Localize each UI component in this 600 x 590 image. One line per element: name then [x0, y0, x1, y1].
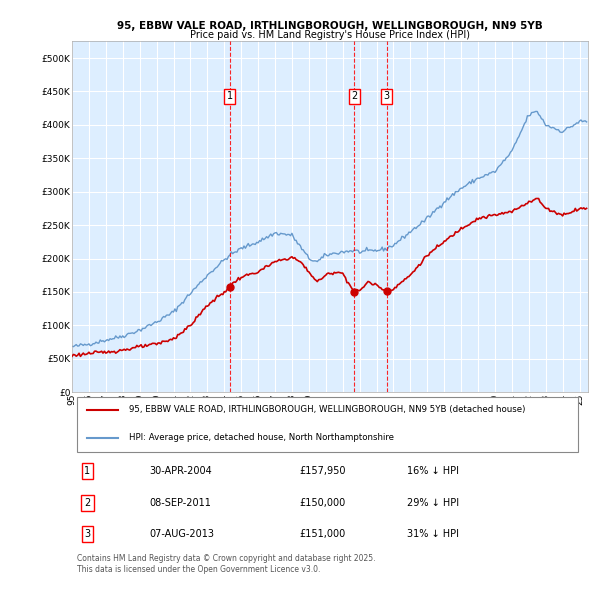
Text: 29% ↓ HPI: 29% ↓ HPI [407, 498, 460, 508]
Text: 1: 1 [85, 466, 91, 476]
Text: 2: 2 [85, 498, 91, 508]
Text: 30-APR-2004: 30-APR-2004 [149, 466, 212, 476]
Text: 16% ↓ HPI: 16% ↓ HPI [407, 466, 460, 476]
Text: £151,000: £151,000 [299, 529, 345, 539]
Text: 3: 3 [383, 91, 390, 101]
Text: £157,950: £157,950 [299, 466, 346, 476]
Text: 1: 1 [227, 91, 233, 101]
Text: 2: 2 [351, 91, 358, 101]
Text: £150,000: £150,000 [299, 498, 345, 508]
Text: HPI: Average price, detached house, North Northamptonshire: HPI: Average price, detached house, Nort… [129, 433, 394, 442]
Text: 31% ↓ HPI: 31% ↓ HPI [407, 529, 460, 539]
Text: 95, EBBW VALE ROAD, IRTHLINGBOROUGH, WELLINGBOROUGH, NN9 5YB: 95, EBBW VALE ROAD, IRTHLINGBOROUGH, WEL… [117, 21, 543, 31]
Text: Contains HM Land Registry data © Crown copyright and database right 2025.
This d: Contains HM Land Registry data © Crown c… [77, 555, 376, 573]
Text: 08-SEP-2011: 08-SEP-2011 [149, 498, 211, 508]
FancyBboxPatch shape [77, 396, 578, 452]
Text: 95, EBBW VALE ROAD, IRTHLINGBOROUGH, WELLINGBOROUGH, NN9 5YB (detached house): 95, EBBW VALE ROAD, IRTHLINGBOROUGH, WEL… [129, 405, 525, 414]
Text: 3: 3 [85, 529, 91, 539]
Text: 07-AUG-2013: 07-AUG-2013 [149, 529, 214, 539]
Text: Price paid vs. HM Land Registry's House Price Index (HPI): Price paid vs. HM Land Registry's House … [190, 30, 470, 40]
